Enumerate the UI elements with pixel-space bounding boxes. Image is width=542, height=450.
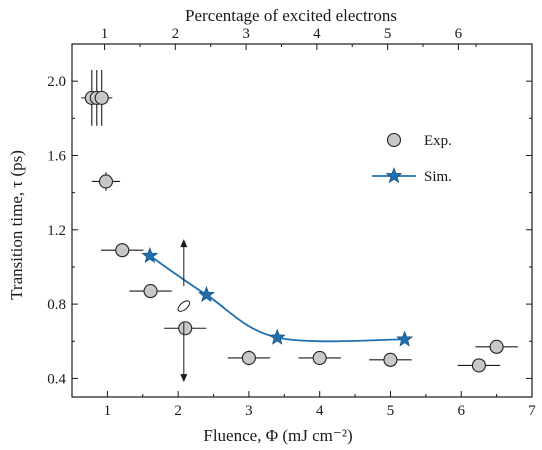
exp-point <box>98 174 114 189</box>
exp-point <box>241 350 256 366</box>
arrow-up-head <box>180 239 188 248</box>
y-tick-label: 1.6 <box>47 148 66 164</box>
x-tick-label: 5 <box>387 403 395 419</box>
legend-exp-label: Exp. <box>424 133 452 149</box>
exp-point <box>115 243 130 258</box>
x-tick-label: 2 <box>174 403 182 419</box>
exp-point <box>489 339 504 354</box>
legend: Exp. Sim. <box>372 132 452 185</box>
exp-point <box>143 284 158 299</box>
y-tick-label: 2.0 <box>47 74 66 90</box>
top-tick-label: 6 <box>455 26 463 42</box>
y-axis-title: Transition time, τ (ps) <box>7 150 26 300</box>
plot-border <box>71 43 533 398</box>
sim-star <box>396 330 414 347</box>
top-tick-label: 1 <box>101 26 109 42</box>
x-axis-title: Fluence, Φ (mJ cm⁻²) <box>203 426 352 445</box>
x-tick-label: 7 <box>528 403 536 419</box>
y-tick-label: 0.8 <box>47 297 66 313</box>
top-tick-label: 5 <box>384 26 392 42</box>
anisotropy-annotation <box>177 239 191 383</box>
exp-point <box>312 350 327 366</box>
sim-star <box>268 328 286 345</box>
sim-line <box>149 255 405 343</box>
x-tick-label: 3 <box>245 403 253 419</box>
exp-point <box>178 321 193 336</box>
top-axis-ticks: 1 2 3 4 5 6 <box>101 26 477 50</box>
exp-series <box>81 70 518 373</box>
plot-frame <box>71 43 533 398</box>
x-tick-label: 1 <box>104 403 112 419</box>
x-tick-label: 4 <box>316 403 324 419</box>
top-axis-title: Percentage of excited electrons <box>185 6 397 25</box>
arrow-down-head <box>180 374 188 383</box>
x-axis-ticks: 1 2 3 4 5 6 7 <box>71 391 536 419</box>
exp-point <box>471 358 486 373</box>
sim-star <box>198 285 215 302</box>
legend-exp-marker <box>386 132 402 148</box>
exp-point <box>383 352 398 367</box>
ellipse-marker <box>177 300 191 312</box>
legend-sim-marker <box>385 167 403 184</box>
exp-point <box>94 90 109 105</box>
top-tick-label: 2 <box>172 26 180 42</box>
y-axis-ticks: 0.4 0.8 1.2 1.6 2.0 <box>47 74 532 387</box>
x-tick-label: 6 <box>457 403 465 419</box>
sim-star <box>141 246 159 263</box>
sim-series <box>141 246 414 347</box>
y-tick-label: 1.2 <box>47 223 66 239</box>
top-tick-label: 4 <box>313 26 321 42</box>
legend-sim-label: Sim. <box>424 169 452 185</box>
y-tick-label: 0.4 <box>47 371 66 387</box>
top-tick-label: 3 <box>242 26 250 42</box>
